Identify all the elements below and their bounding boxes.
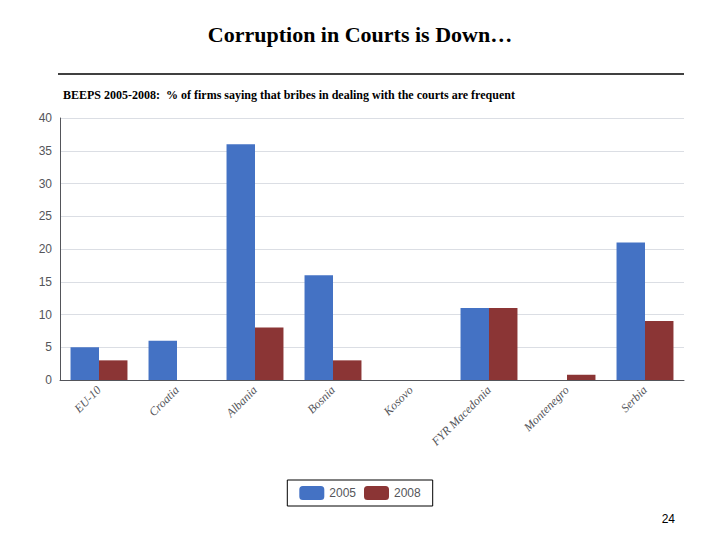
svg-text:10: 10 [39, 308, 53, 322]
svg-text:40: 40 [39, 111, 53, 125]
svg-text:15: 15 [39, 275, 53, 289]
svg-text:20: 20 [39, 242, 53, 256]
svg-text:24: 24 [662, 512, 676, 526]
svg-text:BEEPS 2005-2008: % of firms s: BEEPS 2005-2008: % of firms saying that … [63, 88, 515, 102]
svg-text:FYR Macedonia: FYR Macedonia [428, 383, 494, 449]
svg-text:35: 35 [39, 144, 53, 158]
svg-text:Albania: Albania [223, 383, 260, 420]
svg-text:2008: 2008 [394, 486, 421, 500]
svg-text:Serbia: Serbia [618, 383, 650, 415]
svg-text:Kosovo: Kosovo [380, 383, 416, 419]
svg-text:EU-10: EU-10 [71, 383, 104, 416]
svg-text:5: 5 [45, 340, 52, 354]
svg-text:25: 25 [39, 209, 53, 223]
svg-text:Corruption in Courts is Down…: Corruption in Courts is Down… [208, 22, 512, 47]
svg-text:2005: 2005 [329, 486, 356, 500]
svg-text:Montenegro: Montenegro [520, 383, 572, 435]
svg-text:0: 0 [45, 373, 52, 387]
svg-text:30: 30 [39, 177, 53, 191]
svg-text:Bosnia: Bosnia [305, 383, 338, 416]
svg-text:Croatia: Croatia [146, 383, 182, 419]
